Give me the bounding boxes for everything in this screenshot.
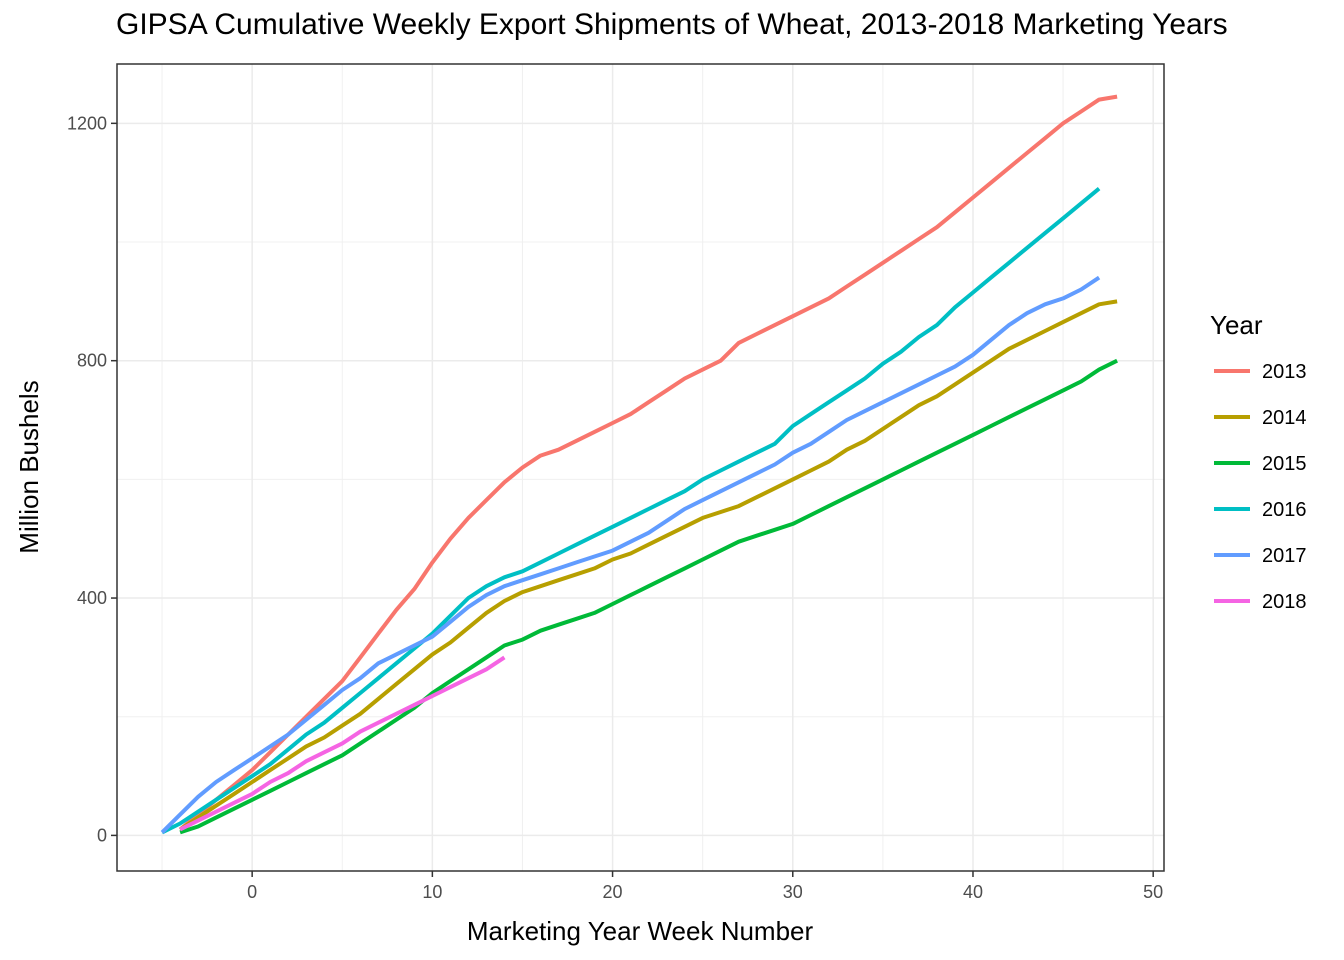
legend-title: Year (1210, 310, 1263, 340)
legend-item-2018: 2018 (1214, 591, 1307, 613)
x-axis-title: Marketing Year Week Number (467, 916, 814, 946)
series-lines (160, 94, 1118, 835)
chart-title: GIPSA Cumulative Weekly Export Shipments… (116, 8, 1228, 41)
legend: 2013 2014 2015 2016 2017 2018 (1214, 361, 1307, 613)
x-tick-label: 10 (422, 882, 442, 902)
y-tick-label: 400 (77, 588, 107, 608)
series-line-2016 (161, 187, 1101, 835)
legend-label-2013: 2013 (1262, 361, 1307, 383)
x-tick-label: 0 (247, 882, 257, 902)
legend-label-2014: 2014 (1262, 407, 1307, 429)
legend-item-2013: 2013 (1214, 361, 1307, 383)
y-tick-label: 1200 (67, 113, 107, 133)
legend-label-2016: 2016 (1262, 499, 1307, 521)
series-line-2017 (160, 275, 1101, 834)
legend-item-2014: 2014 (1214, 407, 1307, 429)
y-axis: 0 400 800 1200 (67, 113, 117, 845)
legend-label-2015: 2015 (1262, 453, 1307, 475)
x-axis: 0 10 20 30 40 50 (247, 871, 1163, 902)
plot-border (116, 63, 1165, 872)
legend-item-2015: 2015 (1214, 453, 1307, 475)
y-axis-title: Million Bushels (14, 380, 44, 553)
plot-panel (117, 64, 1164, 871)
major-gridlines (117, 64, 1164, 871)
minor-gridlines (117, 64, 1164, 871)
y-tick-label: 800 (77, 351, 107, 371)
legend-item-2017: 2017 (1214, 545, 1307, 567)
x-tick-label: 30 (783, 882, 803, 902)
series-line-2014 (178, 299, 1118, 832)
y-tick-label: 0 (97, 825, 107, 845)
series-line-2013 (178, 94, 1118, 832)
legend-label-2018: 2018 (1262, 591, 1307, 613)
x-tick-label: 40 (963, 882, 983, 902)
legend-item-2016: 2016 (1214, 499, 1307, 521)
series-line-2018 (179, 655, 506, 832)
legend-label-2017: 2017 (1262, 545, 1307, 567)
x-tick-label: 50 (1143, 882, 1163, 902)
series-line-2015 (179, 358, 1118, 835)
x-tick-label: 20 (603, 882, 623, 902)
